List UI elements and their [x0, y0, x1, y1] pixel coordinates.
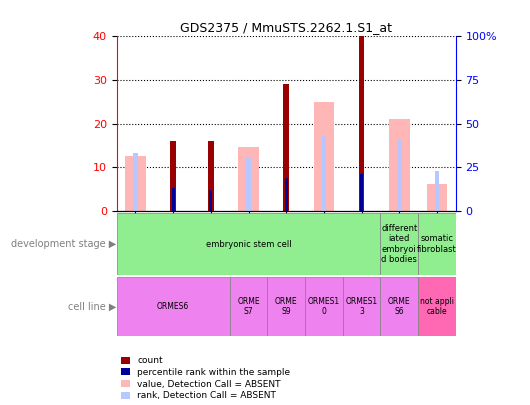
- Bar: [359, 36, 365, 211]
- Bar: [427, 185, 447, 211]
- Bar: [246, 157, 251, 211]
- Text: ORMES6: ORMES6: [157, 302, 189, 311]
- FancyBboxPatch shape: [381, 213, 418, 275]
- Bar: [208, 141, 214, 211]
- FancyBboxPatch shape: [117, 277, 229, 336]
- FancyBboxPatch shape: [381, 277, 418, 336]
- Bar: [397, 139, 402, 211]
- FancyBboxPatch shape: [267, 277, 305, 336]
- FancyBboxPatch shape: [343, 277, 381, 336]
- Text: cell line ▶: cell line ▶: [68, 302, 117, 312]
- Text: somatic
fibroblast: somatic fibroblast: [417, 234, 457, 254]
- FancyBboxPatch shape: [117, 213, 381, 275]
- FancyBboxPatch shape: [305, 277, 343, 336]
- Bar: [389, 119, 410, 211]
- FancyBboxPatch shape: [229, 277, 267, 336]
- Bar: [285, 177, 288, 211]
- Text: ORMES1
0: ORMES1 0: [308, 297, 340, 316]
- Bar: [238, 147, 259, 211]
- Text: different
iated
embryoi
d bodies: different iated embryoi d bodies: [381, 224, 418, 264]
- Text: ORME
S9: ORME S9: [275, 297, 297, 316]
- Text: ORMES1
3: ORMES1 3: [346, 297, 378, 316]
- Text: ORME
S7: ORME S7: [237, 297, 260, 316]
- Bar: [322, 136, 326, 211]
- Text: development stage ▶: development stage ▶: [11, 239, 117, 249]
- Legend: count, percentile rank within the sample, value, Detection Call = ABSENT, rank, : count, percentile rank within the sample…: [121, 356, 290, 401]
- Bar: [133, 153, 138, 211]
- Bar: [284, 84, 289, 211]
- Bar: [360, 174, 363, 211]
- Title: GDS2375 / MmuSTS.2262.1.S1_at: GDS2375 / MmuSTS.2262.1.S1_at: [180, 21, 392, 34]
- Bar: [314, 102, 334, 211]
- Bar: [170, 141, 176, 211]
- Bar: [435, 171, 439, 211]
- FancyBboxPatch shape: [418, 213, 456, 275]
- Text: not appli
cable: not appli cable: [420, 297, 454, 316]
- Bar: [172, 188, 175, 211]
- Bar: [209, 190, 213, 211]
- FancyBboxPatch shape: [418, 277, 456, 336]
- Text: ORME
S6: ORME S6: [388, 297, 411, 316]
- Bar: [125, 156, 146, 211]
- Text: embryonic stem cell: embryonic stem cell: [206, 239, 292, 249]
